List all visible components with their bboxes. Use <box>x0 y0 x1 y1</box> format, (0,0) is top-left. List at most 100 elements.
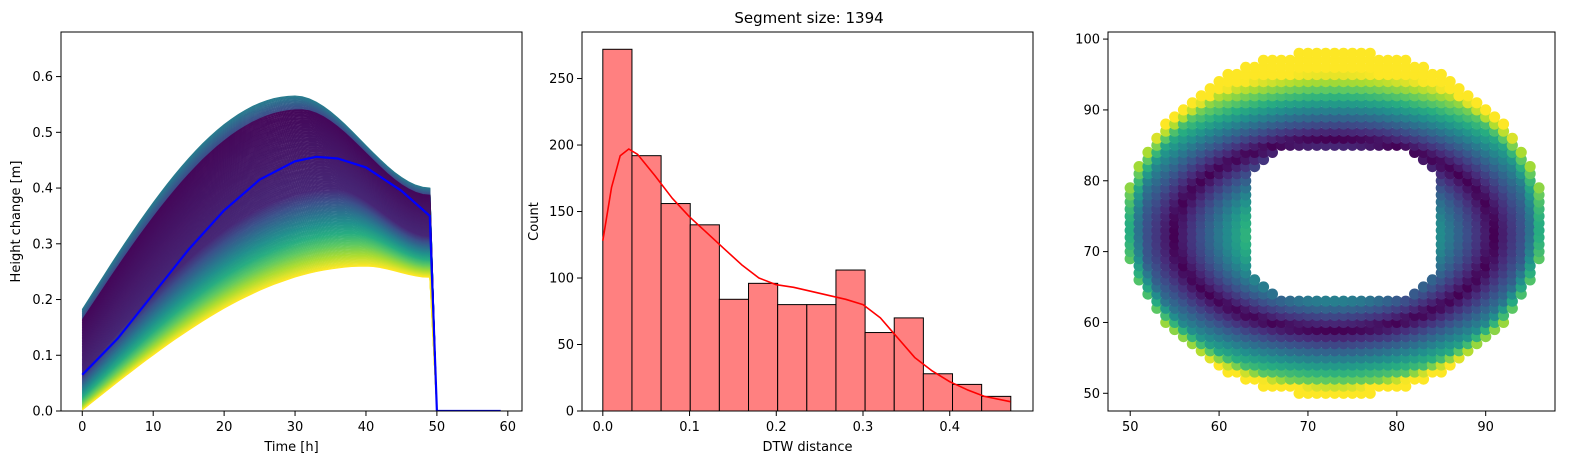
histogram-y-tick-label: 250 <box>549 72 574 87</box>
scatter-y-tick-label: 70 <box>1083 245 1100 260</box>
ensemble-lines <box>81 95 501 411</box>
histogram-bar <box>777 304 808 412</box>
scatter-point <box>1151 132 1163 144</box>
scatter-x-tick-label: 60 <box>1211 420 1228 435</box>
dtw-distance-histogram: 0.0 0.1 0.2 0.3 0.4 0 50 100 150 200 250 DTW distan… <box>527 31 1034 455</box>
scatter-point <box>1382 295 1394 307</box>
line-chart-y-tick-label: 0.1 <box>32 349 53 364</box>
scatter-point <box>1364 295 1376 307</box>
line-chart-x-tick-label: 30 <box>287 420 304 435</box>
scatter-point <box>1293 47 1305 59</box>
scatter-point <box>1302 47 1314 59</box>
line-chart-plot-frame <box>60 31 523 412</box>
scatter-point <box>1222 68 1234 81</box>
scatter-point <box>1533 182 1545 194</box>
scatter-point <box>1195 90 1207 102</box>
scatter-point <box>1462 90 1474 102</box>
scatter-y-tick-label: 50 <box>1083 387 1100 402</box>
scatter-point <box>1337 295 1350 307</box>
line-chart-x-tick-label: 40 <box>358 420 375 435</box>
scatter-point <box>1426 274 1438 286</box>
scatter-point <box>1471 97 1483 109</box>
scatter-point <box>1186 97 1198 109</box>
ensemble-line <box>81 265 501 411</box>
scatter-point <box>1160 118 1172 130</box>
scatter-point <box>1257 281 1270 293</box>
scatter-point <box>1489 111 1501 123</box>
scatter-y-tick-label: 60 <box>1083 316 1100 331</box>
histogram-bar <box>631 155 662 412</box>
histogram-y-tick-label: 100 <box>549 272 574 287</box>
segment-scatter-plot: 50 60 70 80 90 50 60 70 80 90 100 <box>1075 31 1556 435</box>
scatter-point <box>1373 295 1385 307</box>
kde-curve <box>602 148 1011 403</box>
scatter-point <box>1311 47 1323 59</box>
scatter-x-tick-label: 70 <box>1300 420 1317 435</box>
scatter-y-tick-label: 100 <box>1075 33 1100 48</box>
scatter-point <box>1311 295 1323 307</box>
scatter-x-tick-label: 50 <box>1122 420 1139 435</box>
line-chart-x-tick-label: 60 <box>500 420 517 435</box>
histogram-bar <box>748 282 779 412</box>
scatter-point <box>1480 104 1492 116</box>
histogram-x-axis-label: DTW distance <box>762 440 852 455</box>
scatter-x-tick-label: 90 <box>1477 420 1494 435</box>
scatter-point <box>1249 61 1261 73</box>
scatter-point <box>1320 47 1332 59</box>
scatter-point <box>1133 161 1145 173</box>
scatter-point <box>1124 182 1136 194</box>
histogram-bar <box>806 304 837 412</box>
scatter-points <box>1124 47 1545 399</box>
line-chart-y-axis-label: Height change [m] <box>9 161 24 283</box>
scatter-y-tick-label: 90 <box>1083 103 1100 118</box>
scatter-point <box>1444 76 1456 88</box>
scatter-point <box>1346 47 1358 59</box>
histogram-y-tick-label: 150 <box>549 205 574 220</box>
scatter-point <box>1497 118 1510 130</box>
scatter-point <box>1515 146 1527 158</box>
scatter-point <box>1435 68 1447 81</box>
scatter-point <box>1169 111 1181 123</box>
histogram-x-tick-label: 0.4 <box>939 420 960 435</box>
scatter-point <box>1382 54 1394 66</box>
scatter-point <box>1266 288 1278 300</box>
line-chart-y-tick-label: 0.4 <box>32 182 53 197</box>
figure-title: Segment size: 1394 <box>734 9 883 27</box>
line-chart-y-tick-label: 0.5 <box>32 126 53 141</box>
scatter-point <box>1240 61 1252 73</box>
scatter-point <box>1506 132 1518 144</box>
histogram-bar <box>660 203 691 412</box>
scatter-point <box>1337 47 1350 59</box>
scatter-point <box>1204 83 1216 95</box>
scatter-point <box>1213 76 1225 88</box>
scatter-point <box>1373 54 1385 66</box>
histogram-bars <box>602 48 1012 412</box>
scatter-point <box>1142 146 1154 158</box>
histogram-bar <box>922 373 954 412</box>
histogram-bar <box>718 298 750 412</box>
scatter-point <box>1329 295 1341 307</box>
histogram-y-axis-label: Count <box>527 202 542 241</box>
histogram-y-tick-label: 50 <box>557 338 574 353</box>
scatter-point <box>1177 104 1190 116</box>
scatter-point <box>1231 68 1243 81</box>
height-change-line-chart: 0 10 20 30 40 50 60 0.0 0.1 0.2 0.3 0.4 0.5 0.6 Time [… <box>9 31 523 455</box>
scatter-point <box>1320 295 1332 307</box>
line-chart-x-tick-label: 0 <box>78 420 86 435</box>
scatter-point <box>1284 54 1296 66</box>
line-chart-y-tick-label: 0.3 <box>32 237 53 252</box>
histogram-bar <box>864 332 895 412</box>
scatter-point <box>1293 295 1305 307</box>
scatter-point <box>1409 288 1421 300</box>
scatter-point <box>1266 54 1278 66</box>
scatter-point <box>1417 61 1430 73</box>
scatter-point <box>1355 295 1367 307</box>
line-chart-x-tick-label: 20 <box>216 420 233 435</box>
line-chart-y-tick-label: 0.6 <box>32 70 53 85</box>
line-chart-y-tick-label: 0.0 <box>32 405 53 420</box>
scatter-point <box>1302 295 1314 307</box>
histogram-x-tick-label: 0.3 <box>853 420 874 435</box>
line-chart-x-axis-label: Time [h] <box>263 440 318 455</box>
histogram-bar <box>602 48 633 412</box>
